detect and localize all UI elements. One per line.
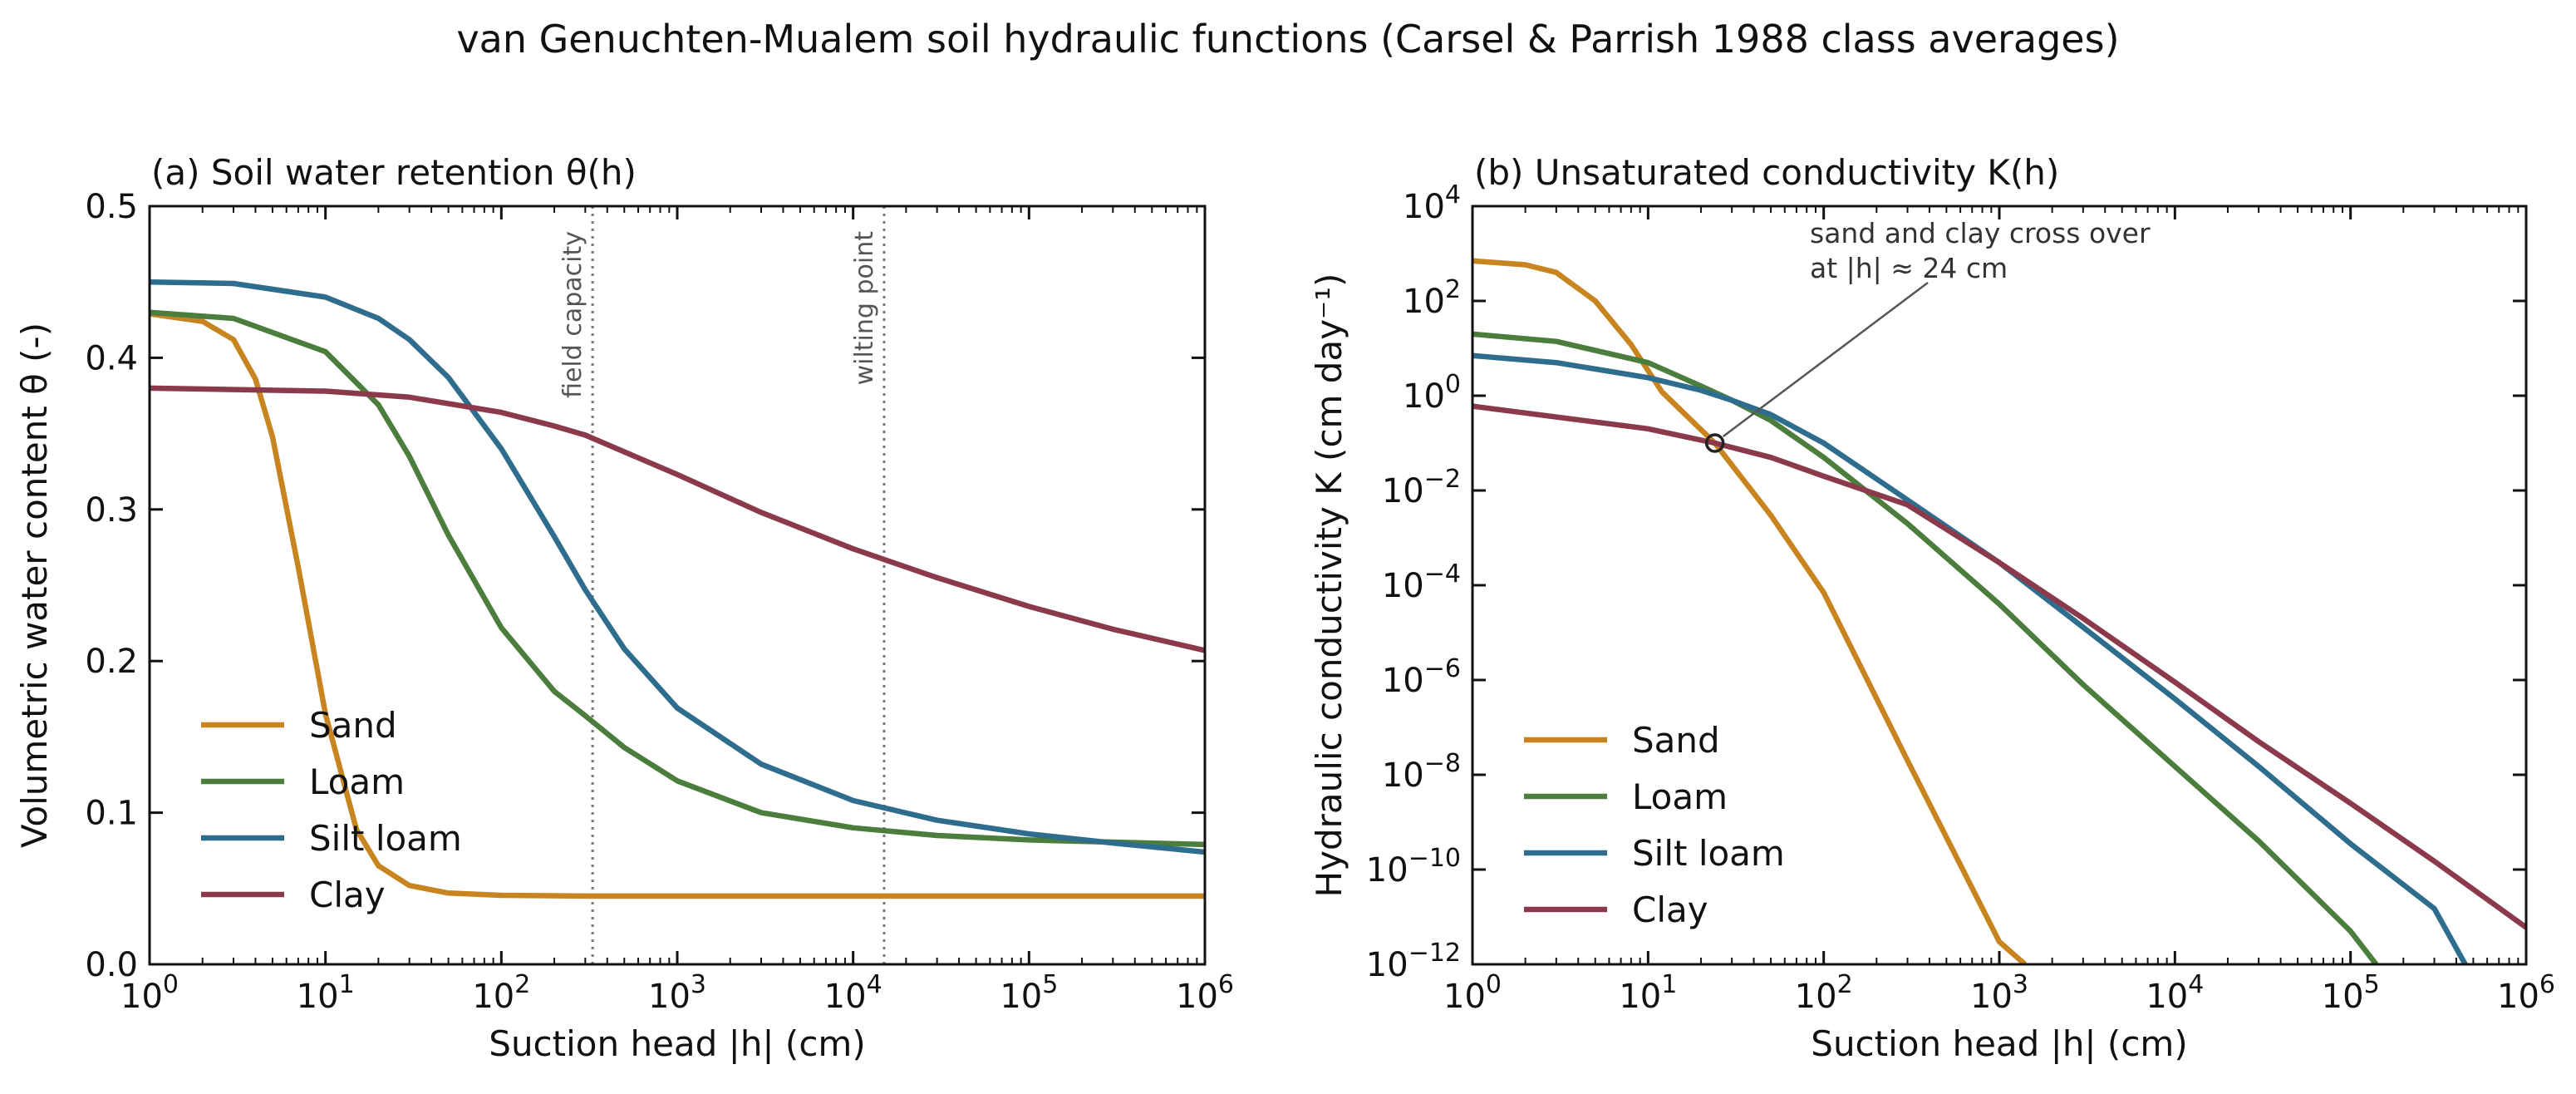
plot-frame <box>148 205 1207 966</box>
series-group <box>1472 258 2526 964</box>
y-tick-label: 10−6 <box>1382 654 1461 700</box>
y-axis-label: Volumetric water content θ (-) <box>14 323 55 848</box>
x-tick-label: 100 <box>1443 970 1502 1016</box>
x-tick-label: 104 <box>2146 970 2204 1016</box>
y-tick-label: 10−10 <box>1366 844 1461 889</box>
x-tick-label: 105 <box>1000 970 1058 1016</box>
x-tick-label: 102 <box>1795 970 1853 1016</box>
x-axis-label: Suction head |h| (cm) <box>1811 1023 2187 1064</box>
legend-label: Loam <box>1632 776 1728 817</box>
figure-title: van Genuchten-Mualem soil hydraulic func… <box>456 17 2120 62</box>
legend-label: Sand <box>1632 720 1720 761</box>
y-tick-label: 10−12 <box>1366 939 1461 984</box>
series-line-loam <box>1472 331 2379 964</box>
x-tick-label: 101 <box>1619 970 1677 1016</box>
x-tick-label: 106 <box>1176 970 1234 1016</box>
panel-title: (b) Unsaturated conductivity K(h) <box>1474 152 2059 193</box>
plot-frame <box>1471 205 2528 966</box>
series-line-sand <box>1472 258 2028 964</box>
series-line-clay <box>150 385 1205 653</box>
y-tick-label: 0.2 <box>85 643 138 681</box>
legend-label: Clay <box>1632 889 1708 930</box>
panel-title: (a) Soil water retention θ(h) <box>151 152 637 193</box>
x-tick-label: 103 <box>648 970 706 1016</box>
y-tick-label: 0.1 <box>85 795 138 833</box>
y-tick-label: 10−8 <box>1382 749 1461 795</box>
panel-conductivity: (b) Unsaturated conductivity K(h) sand an… <box>1309 152 2555 1064</box>
series-line-sand <box>150 311 1205 899</box>
y-tick-label: 0.5 <box>85 188 138 226</box>
annotation-text: at |h| ≈ 24 cm <box>1810 252 2008 284</box>
reference-line-label: field capacity <box>558 231 587 398</box>
y-tick-label: 10−2 <box>1382 465 1461 510</box>
x-tick-label: 102 <box>472 970 530 1016</box>
crossover-marker <box>1704 433 1725 453</box>
x-axis-label: Suction head |h| (cm) <box>489 1023 865 1064</box>
y-tick-label: 0.0 <box>85 946 138 984</box>
y-axis-label: Hydraulic conductivity K (cm day⁻¹) <box>1309 274 1349 898</box>
y-tick-label: 10−4 <box>1382 559 1461 605</box>
reference-line-label: wilting point <box>850 231 879 386</box>
x-tick-label: 104 <box>824 970 882 1016</box>
annotation-text: sand and clay cross over <box>1810 217 2151 249</box>
series-line-clay <box>1472 403 2526 930</box>
legend-label: Silt loam <box>309 818 462 859</box>
x-tick-label: 100 <box>120 970 179 1016</box>
x-tick-label: 105 <box>2322 970 2380 1016</box>
legend-label: Loam <box>309 761 405 802</box>
legend-label: Silt loam <box>1632 833 1785 874</box>
y-tick-label: 104 <box>1403 180 1461 226</box>
x-tick-label: 103 <box>1970 970 2028 1016</box>
x-tick-label: 101 <box>297 970 355 1016</box>
series-group <box>150 278 1205 899</box>
panel-retention: (a) Soil water retention θ(h) field capac… <box>14 152 1234 1064</box>
legend-label: Sand <box>309 705 397 746</box>
x-tick-label: 106 <box>2497 970 2555 1016</box>
series-line-silt-loam <box>1472 352 2468 964</box>
y-tick-label: 102 <box>1403 275 1461 321</box>
y-tick-label: 0.3 <box>85 491 138 530</box>
y-tick-label: 100 <box>1403 370 1461 416</box>
annotation-arrow <box>1722 282 1929 437</box>
series-line-loam <box>150 309 1205 848</box>
y-tick-label: 0.4 <box>85 339 138 377</box>
series-line-silt-loam <box>150 278 1205 855</box>
legend-label: Clay <box>309 875 386 915</box>
